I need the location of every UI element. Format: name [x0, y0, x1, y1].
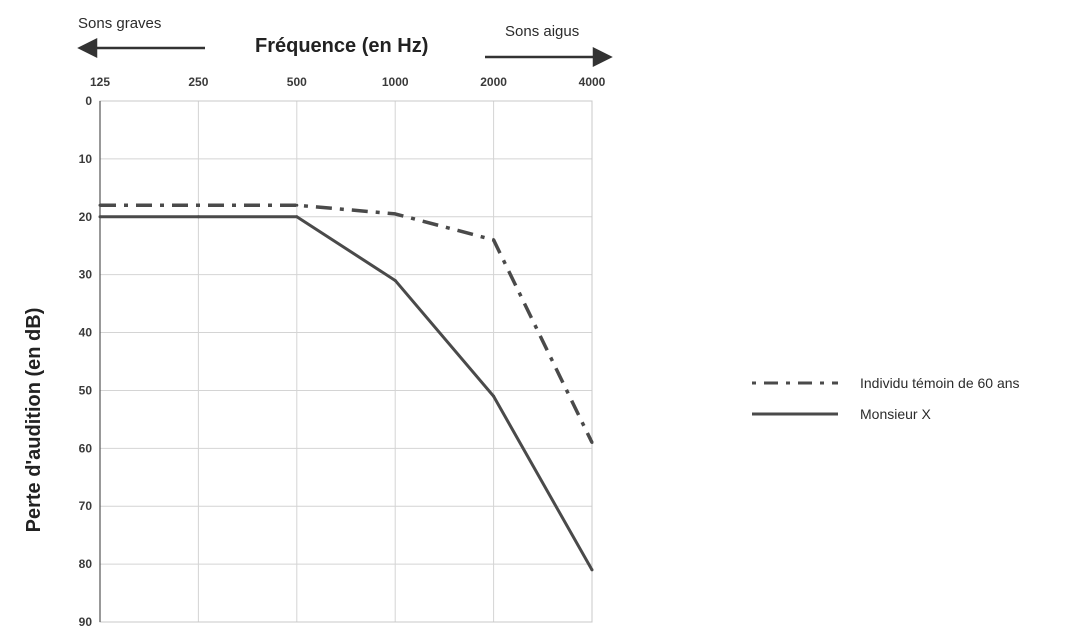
x-tick-label-1: 250 — [188, 75, 208, 89]
series-0-point-3 — [393, 212, 397, 216]
plot-frame — [99, 100, 593, 623]
y-tick-label-1: 10 — [79, 152, 93, 166]
y-tick-label-7: 70 — [79, 499, 93, 513]
series-1-point-1 — [196, 215, 200, 219]
x-tick-label-2: 500 — [287, 75, 307, 89]
y-tick-label-4: 40 — [79, 326, 93, 340]
y-tick-label-3: 30 — [79, 268, 93, 282]
y-tick-label-5: 50 — [79, 383, 93, 397]
legend-label-monsieur-x: Monsieur X — [860, 406, 931, 422]
x-tick-label-4: 2000 — [480, 75, 507, 89]
series-0-point-1 — [196, 203, 200, 207]
series-0-point-4 — [492, 238, 496, 242]
series-1-point-2 — [295, 215, 299, 219]
arrow-left-icon — [77, 37, 205, 59]
series-1-point-0 — [98, 215, 102, 219]
y-axis-title: Perte d'audition (en dB) — [23, 308, 45, 533]
y-tick-label-9: 90 — [79, 615, 93, 627]
legend: Individu témoin de 60 ans Monsieur X — [752, 375, 1020, 422]
series-1-point-3 — [393, 278, 397, 282]
x-tick-labels: 125 250 500 1000 2000 4000 — [90, 75, 606, 89]
y-tick-label-8: 80 — [79, 557, 93, 571]
y-tick-label-6: 60 — [79, 441, 93, 455]
y-tick-label-2: 20 — [79, 210, 93, 224]
y-tick-labels: 0 10 20 30 40 50 60 70 80 90 — [79, 94, 93, 627]
x-tick-label-5: 4000 — [579, 75, 606, 89]
series-line-1 — [100, 215, 594, 571]
x-axis-title: Fréquence (en Hz) — [255, 35, 428, 57]
grid — [99, 100, 593, 623]
annotation-right: Sons aigus — [505, 23, 579, 40]
x-tick-label-3: 1000 — [382, 75, 409, 89]
series-1-point-5 — [590, 568, 594, 572]
y-tick-label-0: 0 — [85, 94, 92, 108]
series-lines — [98, 203, 594, 572]
legend-label-temoin: Individu témoin de 60 ans — [860, 375, 1020, 391]
arrow-right-icon — [485, 46, 613, 68]
x-tick-label-0: 125 — [90, 75, 110, 89]
series-0-point-5 — [590, 441, 594, 445]
series-0-point-0 — [98, 203, 102, 207]
series-1-point-4 — [492, 394, 496, 398]
series-0-point-2 — [295, 203, 299, 207]
series-line-0 — [100, 203, 594, 444]
annotation-left: Sons graves — [78, 15, 161, 32]
